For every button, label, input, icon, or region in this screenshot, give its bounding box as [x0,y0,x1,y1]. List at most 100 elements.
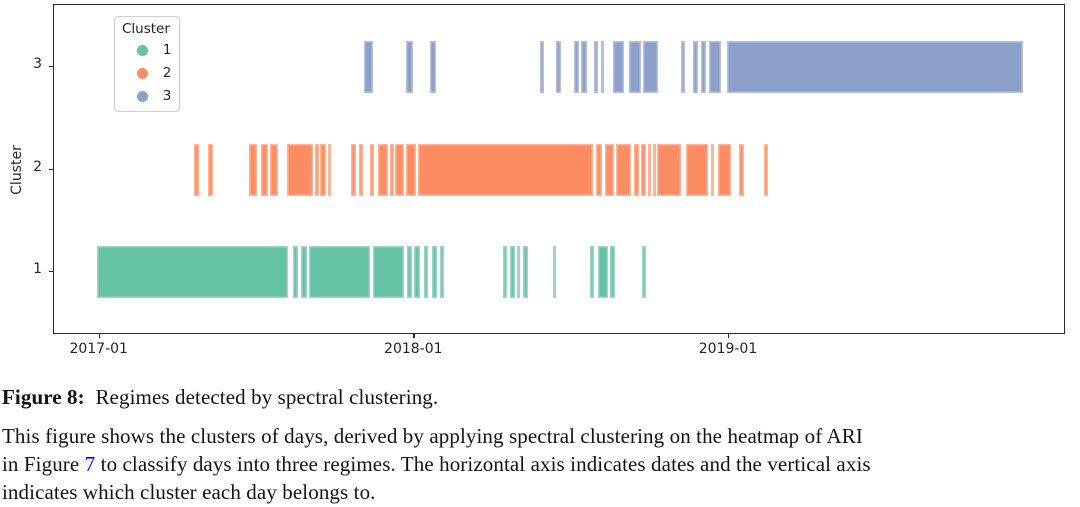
event-segment-cluster-2 [596,144,603,196]
event-segment-cluster-1 [423,246,429,298]
y-tick-label: 1 [33,261,42,277]
event-segment-cluster-3 [727,41,1023,93]
event-segment-cluster-2 [634,144,640,196]
x-tick-label: 2019-01 [698,341,758,357]
event-segment-cluster-2 [193,144,199,196]
event-segment-cluster-1 [372,246,404,298]
event-segment-cluster-1 [597,246,609,298]
event-segment-cluster-2 [739,144,744,196]
x-tick-mark [728,334,730,338]
event-segment-cluster-1 [590,246,595,298]
event-segment-cluster-2 [378,144,389,196]
event-segment-cluster-2 [604,144,615,196]
event-segment-cluster-2 [248,144,258,196]
y-tick-label: 2 [33,159,42,175]
caption-figure-title: Regimes detected by spectral clustering. [95,385,439,409]
caption-figure-label: Figure 8: [2,385,85,409]
caption-line-3-post: to classify days into three regimes. The… [95,452,871,476]
event-segment-cluster-1 [516,246,520,298]
caption-line-4: indicates which cluster each day belongs… [2,480,376,504]
cluster-1-events-row [54,246,1064,298]
event-segment-cluster-1 [641,246,647,298]
event-segment-cluster-2 [657,144,681,196]
event-segment-cluster-1 [97,246,289,298]
event-segment-cluster-2 [417,144,593,196]
legend-title: Cluster [122,21,170,37]
event-segment-cluster-3 [629,41,642,93]
event-segment-cluster-1 [503,246,508,298]
cluster-2-events-row [54,144,1064,196]
event-segment-cluster-3 [573,41,579,93]
legend-item-cluster-1: 1 [115,39,179,62]
legend-item-cluster-2: 2 [115,62,179,85]
event-segment-cluster-1 [510,246,516,298]
legend-item-label: 2 [163,66,172,81]
event-segment-cluster-3 [555,41,561,93]
cluster-timeline-plot: Cluster 1 2 3 [53,4,1065,334]
event-segment-cluster-2 [369,144,374,196]
caption-line-3-pre: in Figure [2,452,85,476]
event-segment-cluster-2 [260,144,268,196]
legend-item-cluster-3: 3 [115,85,179,108]
x-tick-mark [98,334,100,338]
legend-item-label: 3 [163,89,172,104]
figure-caption: Figure 8: Regimes detected by spectral c… [2,383,1080,506]
event-segment-cluster-2 [208,144,214,196]
event-segment-cluster-3 [600,41,604,93]
event-segment-cluster-3 [680,41,685,93]
event-segment-cluster-1 [440,246,445,298]
event-segment-cluster-3 [642,41,659,93]
event-segment-cluster-2 [359,144,364,196]
event-segment-cluster-3 [363,41,373,93]
event-segment-cluster-1 [309,246,371,298]
event-segment-cluster-2 [315,144,319,196]
event-segment-cluster-2 [395,144,404,196]
caption-body: This figure shows the clusters of days, … [2,422,1080,506]
x-tick-label: 2017-01 [69,341,128,357]
event-segment-cluster-1 [292,246,298,298]
event-segment-cluster-1 [413,246,420,298]
event-segment-cluster-1 [610,246,616,298]
y-tick-mark [49,271,53,273]
event-segment-cluster-1 [522,246,529,298]
event-segment-cluster-1 [406,246,412,298]
event-segment-cluster-3 [709,41,722,93]
event-segment-cluster-3 [593,41,598,93]
event-segment-cluster-2 [350,144,356,196]
figure-7-link[interactable]: 7 [84,452,96,476]
event-segment-cluster-2 [710,144,715,196]
cluster-3-events-row [54,41,1064,93]
event-segment-cluster-2 [653,144,657,196]
event-segment-cluster-2 [616,144,631,196]
event-segment-cluster-3 [540,41,544,93]
legend-swatch-icon [137,68,148,79]
y-tick-mark [49,169,53,171]
caption-line-2: This figure shows the clusters of days, … [2,424,863,448]
event-segment-cluster-2 [286,144,313,196]
event-segment-cluster-2 [390,144,394,196]
event-segment-cluster-3 [700,41,706,93]
event-segment-cluster-2 [764,144,768,196]
event-segment-cluster-2 [328,144,332,196]
event-segment-cluster-3 [429,41,436,93]
event-segment-cluster-3 [580,41,587,93]
event-segment-cluster-2 [641,144,647,196]
y-tick-label: 3 [33,56,42,72]
legend-items: 1 2 3 [115,39,179,108]
event-segment-cluster-1 [300,246,307,298]
event-segment-cluster-2 [717,144,731,196]
event-segment-cluster-2 [320,144,326,196]
event-segment-cluster-2 [685,144,709,196]
x-tick-label: 2018-01 [384,341,443,357]
legend: Cluster 1 2 3 [114,16,180,112]
event-segment-cluster-1 [553,246,557,298]
event-segment-cluster-3 [405,41,413,93]
caption-heading: Figure 8: Regimes detected by spectral c… [2,383,1080,411]
event-segment-cluster-3 [692,41,698,93]
event-segment-cluster-2 [647,144,652,196]
legend-swatch-icon [137,45,148,56]
event-segment-cluster-1 [432,246,437,298]
x-tick-mark [413,334,415,338]
legend-item-label: 1 [163,43,172,58]
